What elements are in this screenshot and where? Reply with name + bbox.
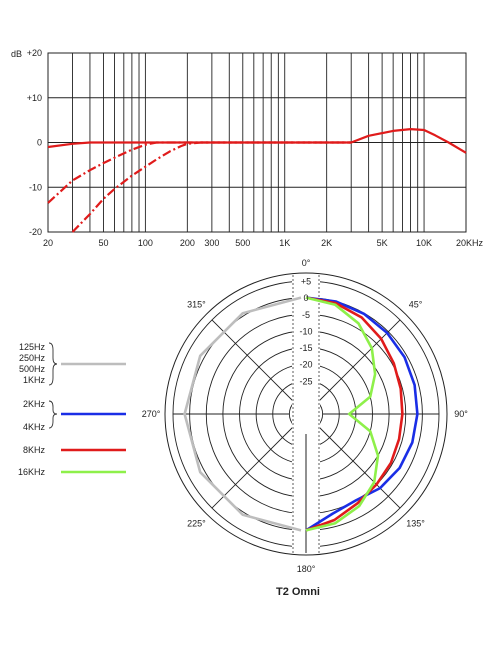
response-curve-3 bbox=[71, 141, 352, 233]
polar-spoke bbox=[211, 425, 295, 509]
x-tick-label: 20KHz bbox=[456, 238, 484, 248]
response-curve-2 bbox=[47, 141, 352, 204]
legend-label-1khz: 1KHz bbox=[23, 375, 46, 385]
legend-label-4khz: 4KHz bbox=[23, 422, 46, 432]
polar-angle-label: 90° bbox=[454, 409, 468, 419]
polar-curve-3 bbox=[305, 296, 404, 532]
x-tick-label: 2K bbox=[321, 238, 332, 248]
polar-curves bbox=[183, 296, 419, 532]
x-tick-label: 10K bbox=[416, 238, 432, 248]
polar-angle-label: 0° bbox=[302, 258, 311, 268]
polar-ring-labels: +5 0 -5 -10 -15 -20 -25 bbox=[299, 277, 312, 387]
polar-ring-label: -20 bbox=[299, 360, 312, 370]
x-tick-label: 1K bbox=[279, 238, 290, 248]
y-tick-label: +10 bbox=[27, 93, 42, 103]
polar-angle-label: 315° bbox=[187, 299, 206, 309]
polar-angle-label: 270° bbox=[142, 409, 161, 419]
y-tick-label: -20 bbox=[29, 227, 42, 237]
y-tick-labels: +20 +10 0 -10 -20 bbox=[27, 48, 42, 237]
polar-ring-label: 0 bbox=[303, 293, 308, 303]
polar-ring-label: -25 bbox=[299, 376, 312, 386]
x-tick-label: 100 bbox=[138, 238, 153, 248]
legend-label-2khz: 2KHz bbox=[23, 399, 46, 409]
y-unit-label: dB bbox=[11, 49, 22, 59]
legend-label-500hz: 500Hz bbox=[19, 364, 46, 374]
x-tick-label: 5K bbox=[377, 238, 388, 248]
polar-curve-1 bbox=[183, 296, 302, 532]
legend-label-250hz: 250Hz bbox=[19, 353, 46, 363]
x-tick-label: 200 bbox=[180, 238, 195, 248]
legend-label-125hz: 125Hz bbox=[19, 342, 46, 352]
polar-outer-border bbox=[164, 272, 448, 556]
legend-brace-2 bbox=[48, 400, 58, 429]
polar-chart: 0° 45° 90° 135° 180° 225° 270° 315° +5 0 -5 -10 -15… bbox=[142, 258, 469, 598]
polar-curve-2 bbox=[305, 296, 419, 532]
x-tick-label: 300 bbox=[204, 238, 219, 248]
frequency-response-chart: dB +20 +10 0 -10 -20 20 50 100 200 300 500 1K 2K 5K 1… bbox=[11, 48, 484, 248]
x-tick-labels: 20 50 100 200 300 500 1K 2K 5K 10K 20KHz bbox=[43, 238, 484, 248]
response-curve-1 bbox=[47, 128, 467, 154]
x-tick-label: 20 bbox=[43, 238, 53, 248]
polar-spoke bbox=[211, 319, 295, 403]
x-tick-label: 500 bbox=[235, 238, 250, 248]
polar-angle-label: 135° bbox=[406, 519, 425, 529]
polar-angle-label: 180° bbox=[297, 564, 316, 574]
polar-title: T2 Omni bbox=[276, 586, 320, 598]
polar-ring-label: -5 bbox=[302, 310, 310, 320]
legend-label-8khz: 8KHz bbox=[23, 445, 46, 455]
y-tick-label: 0 bbox=[37, 138, 42, 148]
legend: 125Hz 250Hz 500Hz 1KHz 2KHz 4KHz 8KHz 16… bbox=[18, 342, 126, 477]
polar-spoke bbox=[317, 425, 401, 509]
polar-ring-label: -15 bbox=[299, 343, 312, 353]
legend-brace-1 bbox=[48, 342, 58, 386]
polar-angle-label: 225° bbox=[187, 519, 206, 529]
y-tick-label: +20 bbox=[27, 48, 42, 58]
polar-ring-label: +5 bbox=[301, 277, 311, 287]
y-tick-label: -10 bbox=[29, 182, 42, 192]
legend-label-16khz: 16KHz bbox=[18, 467, 46, 477]
polar-spokes bbox=[173, 275, 439, 553]
x-tick-label: 50 bbox=[98, 238, 108, 248]
polar-curve-4 bbox=[305, 296, 380, 532]
polar-angle-label: 45° bbox=[409, 299, 423, 309]
frequency-curves bbox=[47, 128, 467, 233]
polar-ring-label: -10 bbox=[299, 326, 312, 336]
polar-angle-labels: 0° 45° 90° 135° 180° 225° 270° 315° bbox=[142, 258, 469, 574]
